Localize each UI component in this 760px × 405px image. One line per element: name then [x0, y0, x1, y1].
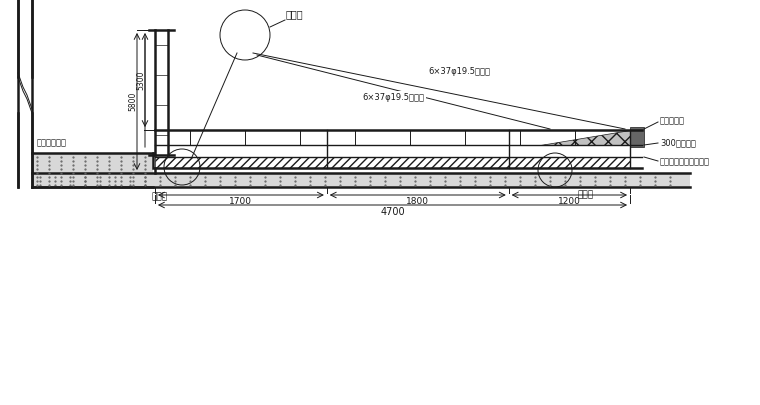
Polygon shape: [32, 173, 690, 187]
Text: 300高模板坯: 300高模板坯: [660, 139, 696, 147]
Text: 6×37φ19.5钢丝绳: 6×37φ19.5钢丝绳: [363, 92, 425, 102]
Text: 脚手板与型钢次梁固定: 脚手板与型钢次梁固定: [660, 158, 710, 166]
Polygon shape: [630, 127, 644, 147]
Text: 1800: 1800: [407, 197, 429, 206]
Text: 1700: 1700: [230, 197, 252, 206]
Text: 6×37φ19.5钢丝绳: 6×37φ19.5钢丝绳: [428, 66, 490, 75]
Text: 节点三: 节点三: [577, 190, 593, 199]
Polygon shape: [32, 153, 153, 187]
Polygon shape: [540, 130, 630, 145]
Text: 节点二: 节点二: [286, 9, 304, 19]
Polygon shape: [155, 157, 630, 168]
Text: 节点一: 节点一: [152, 192, 168, 201]
Text: 5800: 5800: [128, 92, 138, 111]
Text: 4700: 4700: [380, 207, 405, 217]
Text: 主体结构楼面: 主体结构楼面: [37, 138, 67, 147]
Text: 1200: 1200: [558, 197, 581, 206]
Text: 5300: 5300: [137, 70, 145, 90]
Text: 内设安全网: 内设安全网: [660, 117, 685, 126]
